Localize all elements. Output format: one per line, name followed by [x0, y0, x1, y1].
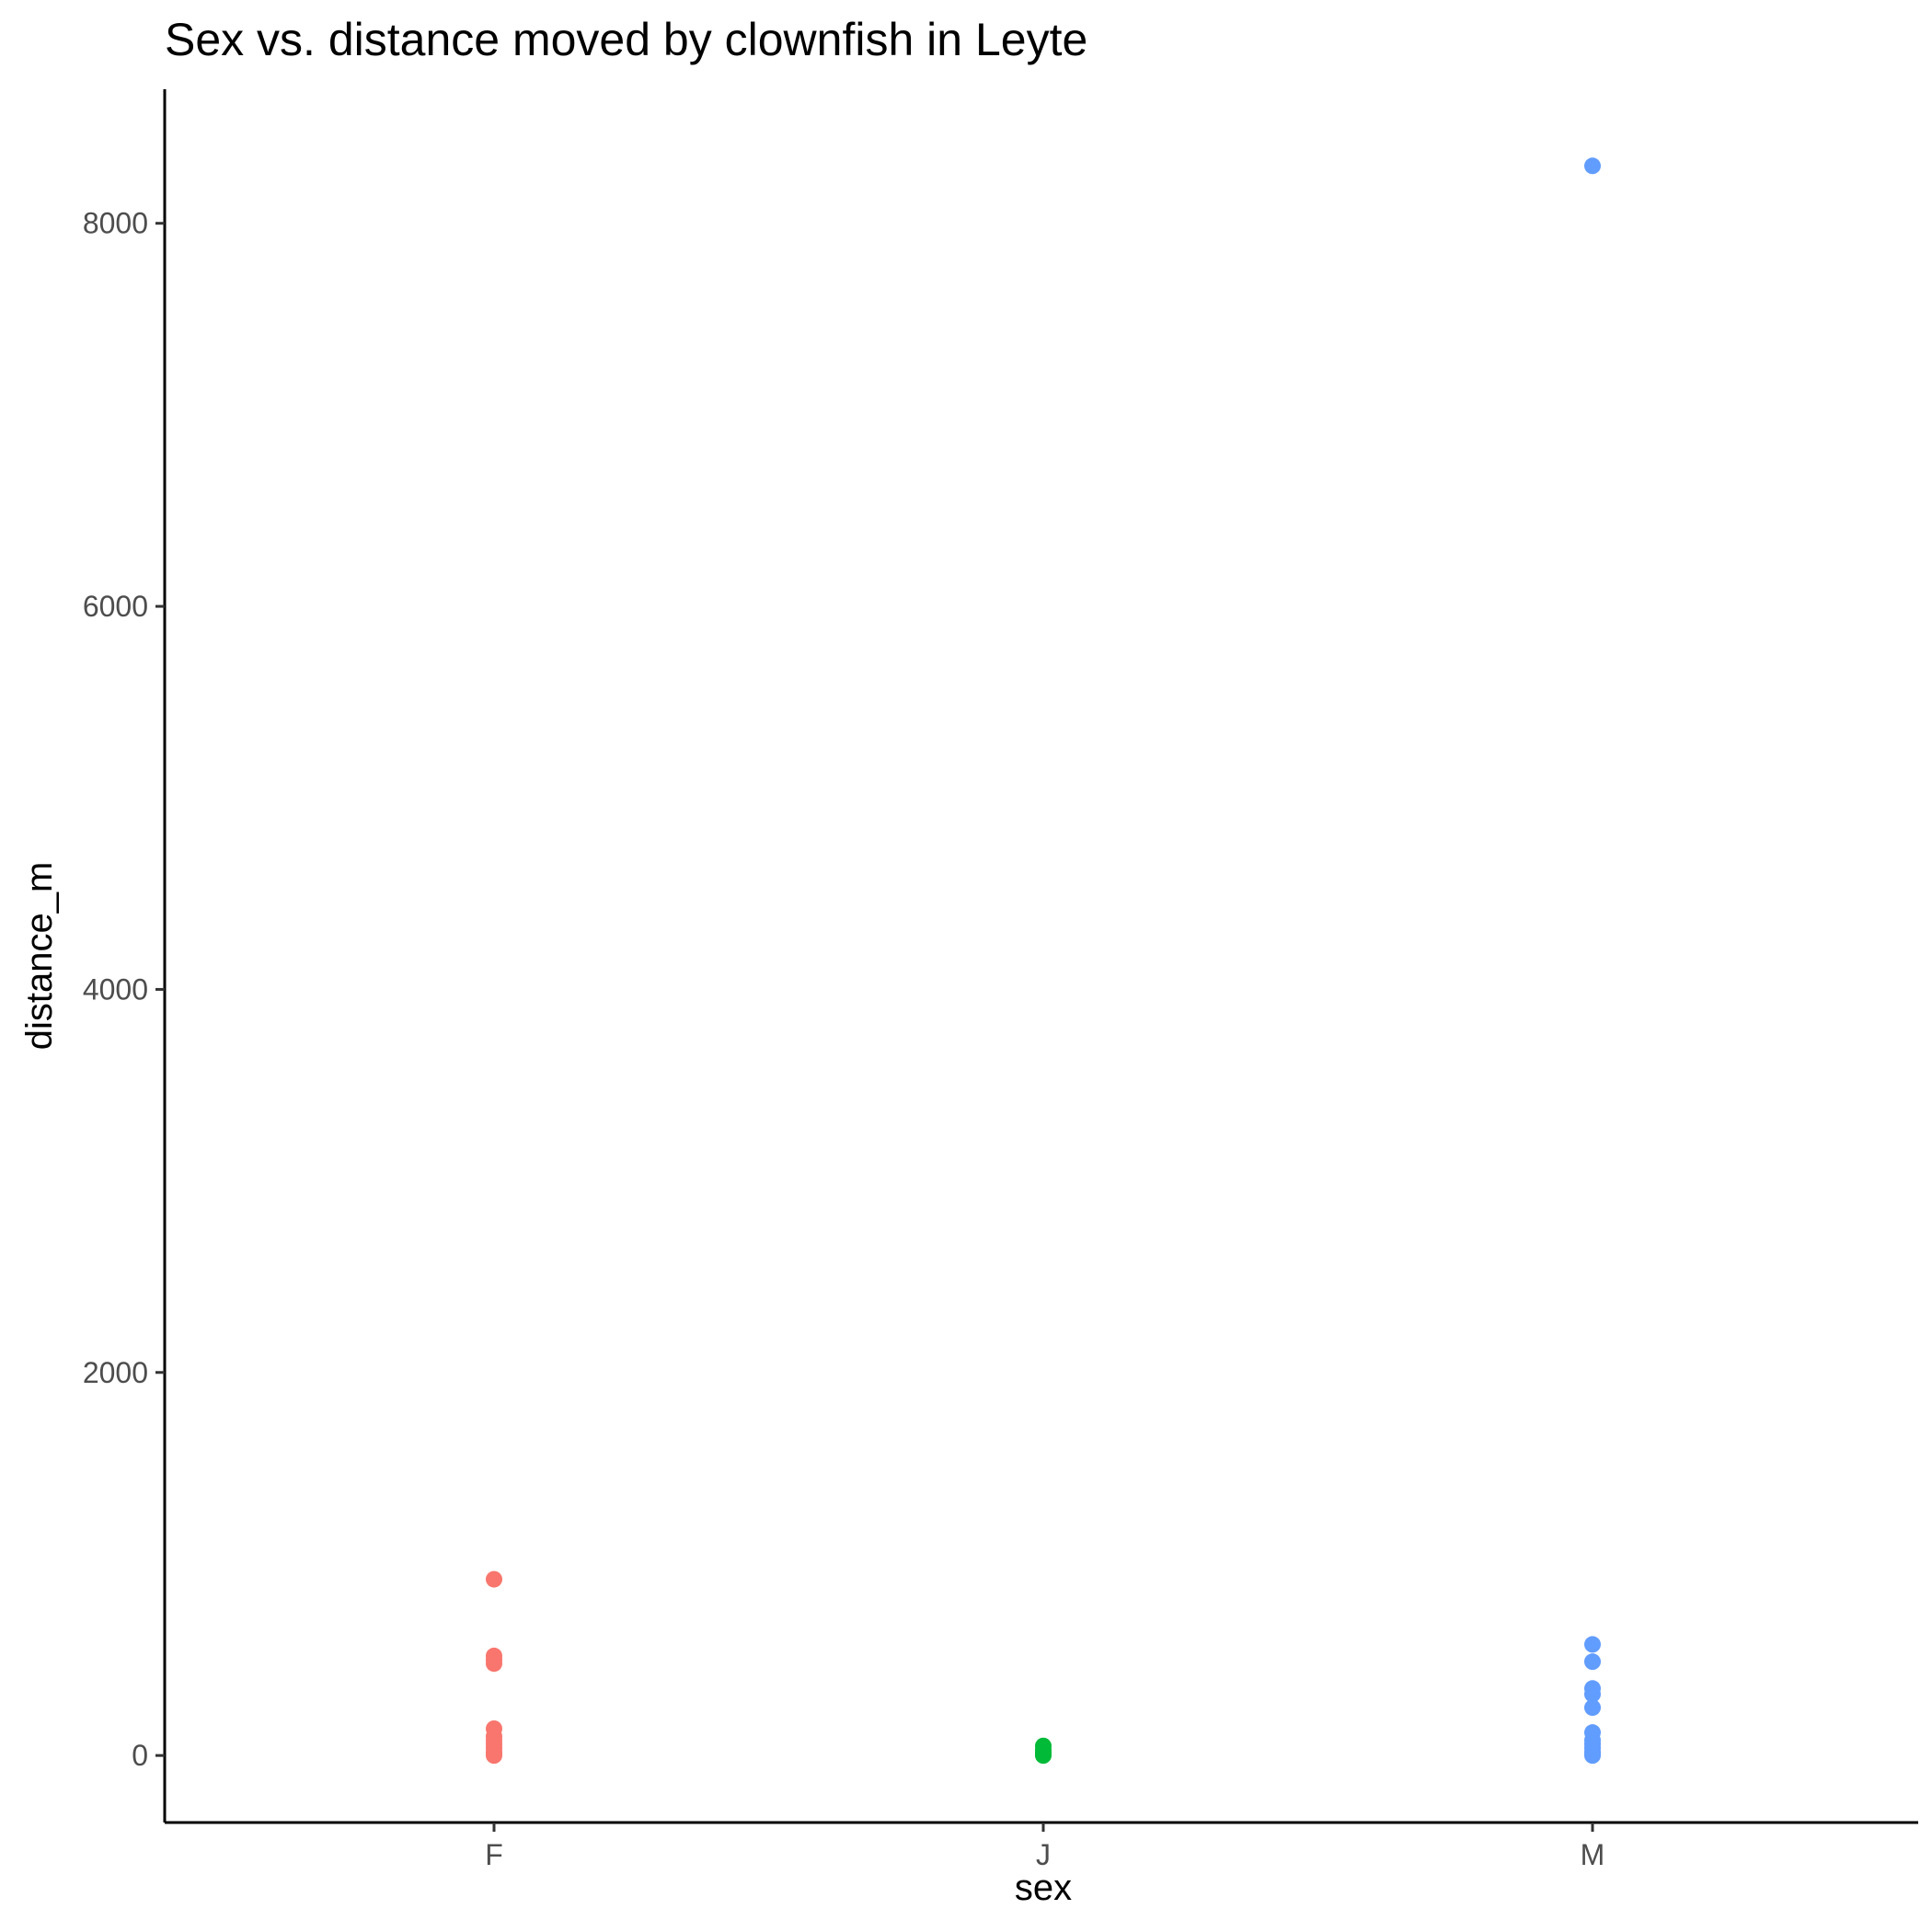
y-axis-title: distance_m [19, 862, 60, 1051]
data-point-m [1584, 1653, 1601, 1671]
y-axis-ticks: 0 2000 4000 6000 8000 [83, 207, 165, 1772]
chart-title: Sex vs. distance moved by clownfish in L… [165, 14, 1088, 65]
y-tick-label: 6000 [83, 590, 148, 623]
data-point-f [486, 1747, 502, 1765]
x-tick-label-m: M [1581, 1838, 1605, 1871]
data-point-m [1584, 157, 1601, 175]
x-axis-title: sex [1015, 1868, 1072, 1908]
data-point-m [1584, 1747, 1601, 1765]
data-point-f [486, 1655, 502, 1673]
y-tick-label: 0 [132, 1739, 148, 1772]
x-tick-label-f: F [485, 1838, 503, 1871]
data-points [486, 157, 1601, 1765]
y-tick-label: 8000 [83, 207, 148, 240]
y-tick-label: 4000 [83, 972, 148, 1006]
data-point-m [1584, 1685, 1601, 1703]
y-tick-label: 2000 [83, 1356, 148, 1389]
data-point-m [1584, 1636, 1601, 1653]
data-point-f [486, 1570, 502, 1588]
data-point-m [1584, 1699, 1601, 1717]
x-tick-label-j: J [1036, 1838, 1051, 1871]
data-point-j [1035, 1747, 1052, 1765]
